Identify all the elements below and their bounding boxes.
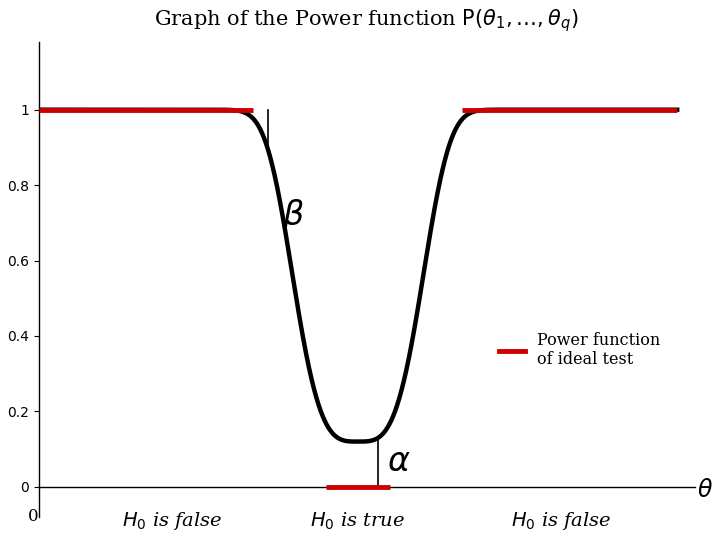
Text: $H_0$ is true: $H_0$ is true <box>310 510 405 531</box>
Text: $\beta$: $\beta$ <box>282 197 305 234</box>
Text: $\alpha$: $\alpha$ <box>387 446 410 478</box>
Text: $H_0$ is false: $H_0$ is false <box>122 510 222 532</box>
Text: $\theta$: $\theta$ <box>698 479 714 502</box>
Text: 0: 0 <box>28 508 39 524</box>
Text: $H_0$ is false: $H_0$ is false <box>511 510 611 532</box>
Legend: Power function
of ideal test: Power function of ideal test <box>492 326 667 375</box>
Title: Graph of the Power function $\mathrm{P}(\theta_1, \ldots, \theta_q)$: Graph of the Power function $\mathrm{P}(… <box>154 7 579 33</box>
